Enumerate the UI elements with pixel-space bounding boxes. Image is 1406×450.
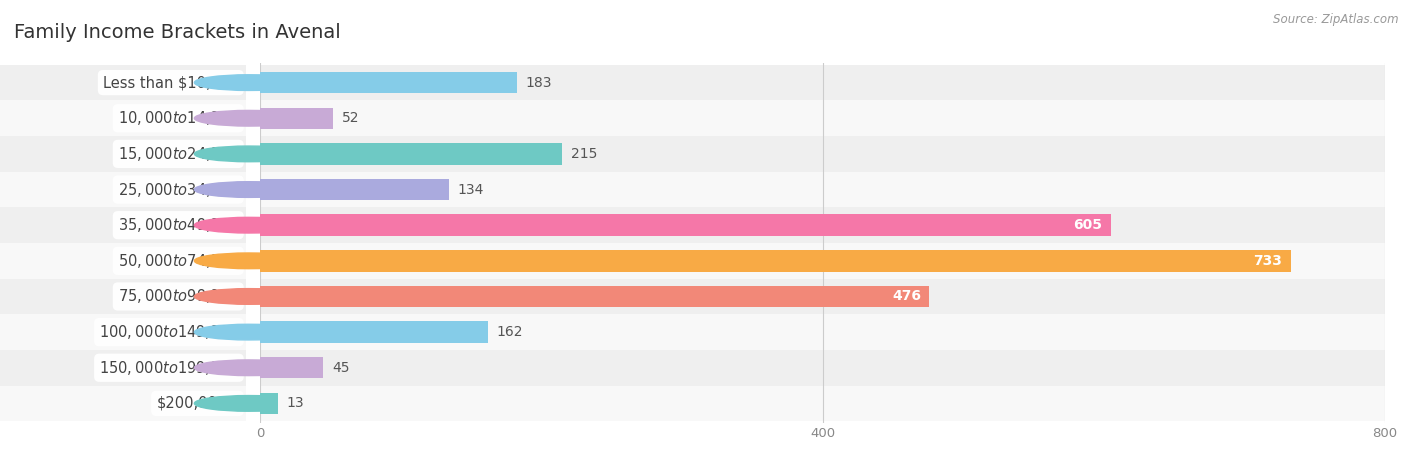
- Circle shape: [194, 360, 302, 376]
- Circle shape: [194, 75, 302, 90]
- Text: $15,000 to $24,999: $15,000 to $24,999: [118, 145, 239, 163]
- Text: Less than $10,000: Less than $10,000: [103, 75, 239, 90]
- Bar: [190, 136, 1406, 172]
- Bar: [260, 72, 517, 93]
- Bar: [0, 100, 368, 136]
- Text: $50,000 to $74,999: $50,000 to $74,999: [118, 252, 239, 270]
- Bar: [260, 357, 323, 378]
- Bar: [0, 314, 368, 350]
- Circle shape: [194, 253, 302, 269]
- Bar: [260, 179, 449, 200]
- Bar: [190, 243, 1406, 279]
- Bar: [190, 65, 1406, 100]
- Bar: [260, 108, 333, 129]
- Text: 13: 13: [287, 396, 305, 410]
- Text: 162: 162: [496, 325, 523, 339]
- Bar: [0, 136, 368, 172]
- Bar: [260, 250, 1291, 271]
- Bar: [190, 207, 1406, 243]
- Bar: [190, 172, 1406, 207]
- Bar: [260, 286, 929, 307]
- Text: 183: 183: [526, 76, 553, 90]
- Text: 476: 476: [891, 289, 921, 303]
- Circle shape: [194, 217, 302, 233]
- Bar: [0, 386, 368, 421]
- Circle shape: [194, 146, 302, 162]
- Bar: [260, 321, 488, 343]
- Text: Family Income Brackets in Avenal: Family Income Brackets in Avenal: [14, 22, 340, 41]
- Text: 215: 215: [571, 147, 598, 161]
- Text: $75,000 to $99,999: $75,000 to $99,999: [118, 288, 239, 306]
- Bar: [0, 279, 368, 314]
- Text: 45: 45: [332, 361, 349, 375]
- Circle shape: [194, 182, 302, 198]
- Text: $200,000+: $200,000+: [156, 396, 239, 411]
- Text: $150,000 to $199,999: $150,000 to $199,999: [100, 359, 239, 377]
- Circle shape: [194, 110, 302, 126]
- Bar: [0, 350, 368, 386]
- Circle shape: [194, 324, 302, 340]
- Text: 605: 605: [1073, 218, 1102, 232]
- Bar: [260, 143, 562, 165]
- Circle shape: [194, 288, 302, 304]
- Bar: [190, 350, 1406, 386]
- Circle shape: [194, 396, 302, 411]
- Text: 733: 733: [1253, 254, 1282, 268]
- Bar: [0, 207, 368, 243]
- Text: 52: 52: [342, 111, 359, 125]
- Text: 134: 134: [457, 183, 484, 197]
- Bar: [190, 386, 1406, 421]
- Text: $10,000 to $14,999: $10,000 to $14,999: [118, 109, 239, 127]
- Bar: [260, 215, 1111, 236]
- Bar: [190, 100, 1406, 136]
- Bar: [190, 279, 1406, 314]
- Text: $35,000 to $49,999: $35,000 to $49,999: [118, 216, 239, 234]
- Text: $100,000 to $149,999: $100,000 to $149,999: [100, 323, 239, 341]
- Bar: [0, 243, 368, 279]
- Bar: [0, 172, 368, 207]
- Text: $25,000 to $34,999: $25,000 to $34,999: [118, 180, 239, 198]
- Bar: [190, 314, 1406, 350]
- Bar: [0, 65, 368, 100]
- Bar: [260, 393, 278, 414]
- Text: Source: ZipAtlas.com: Source: ZipAtlas.com: [1274, 14, 1399, 27]
